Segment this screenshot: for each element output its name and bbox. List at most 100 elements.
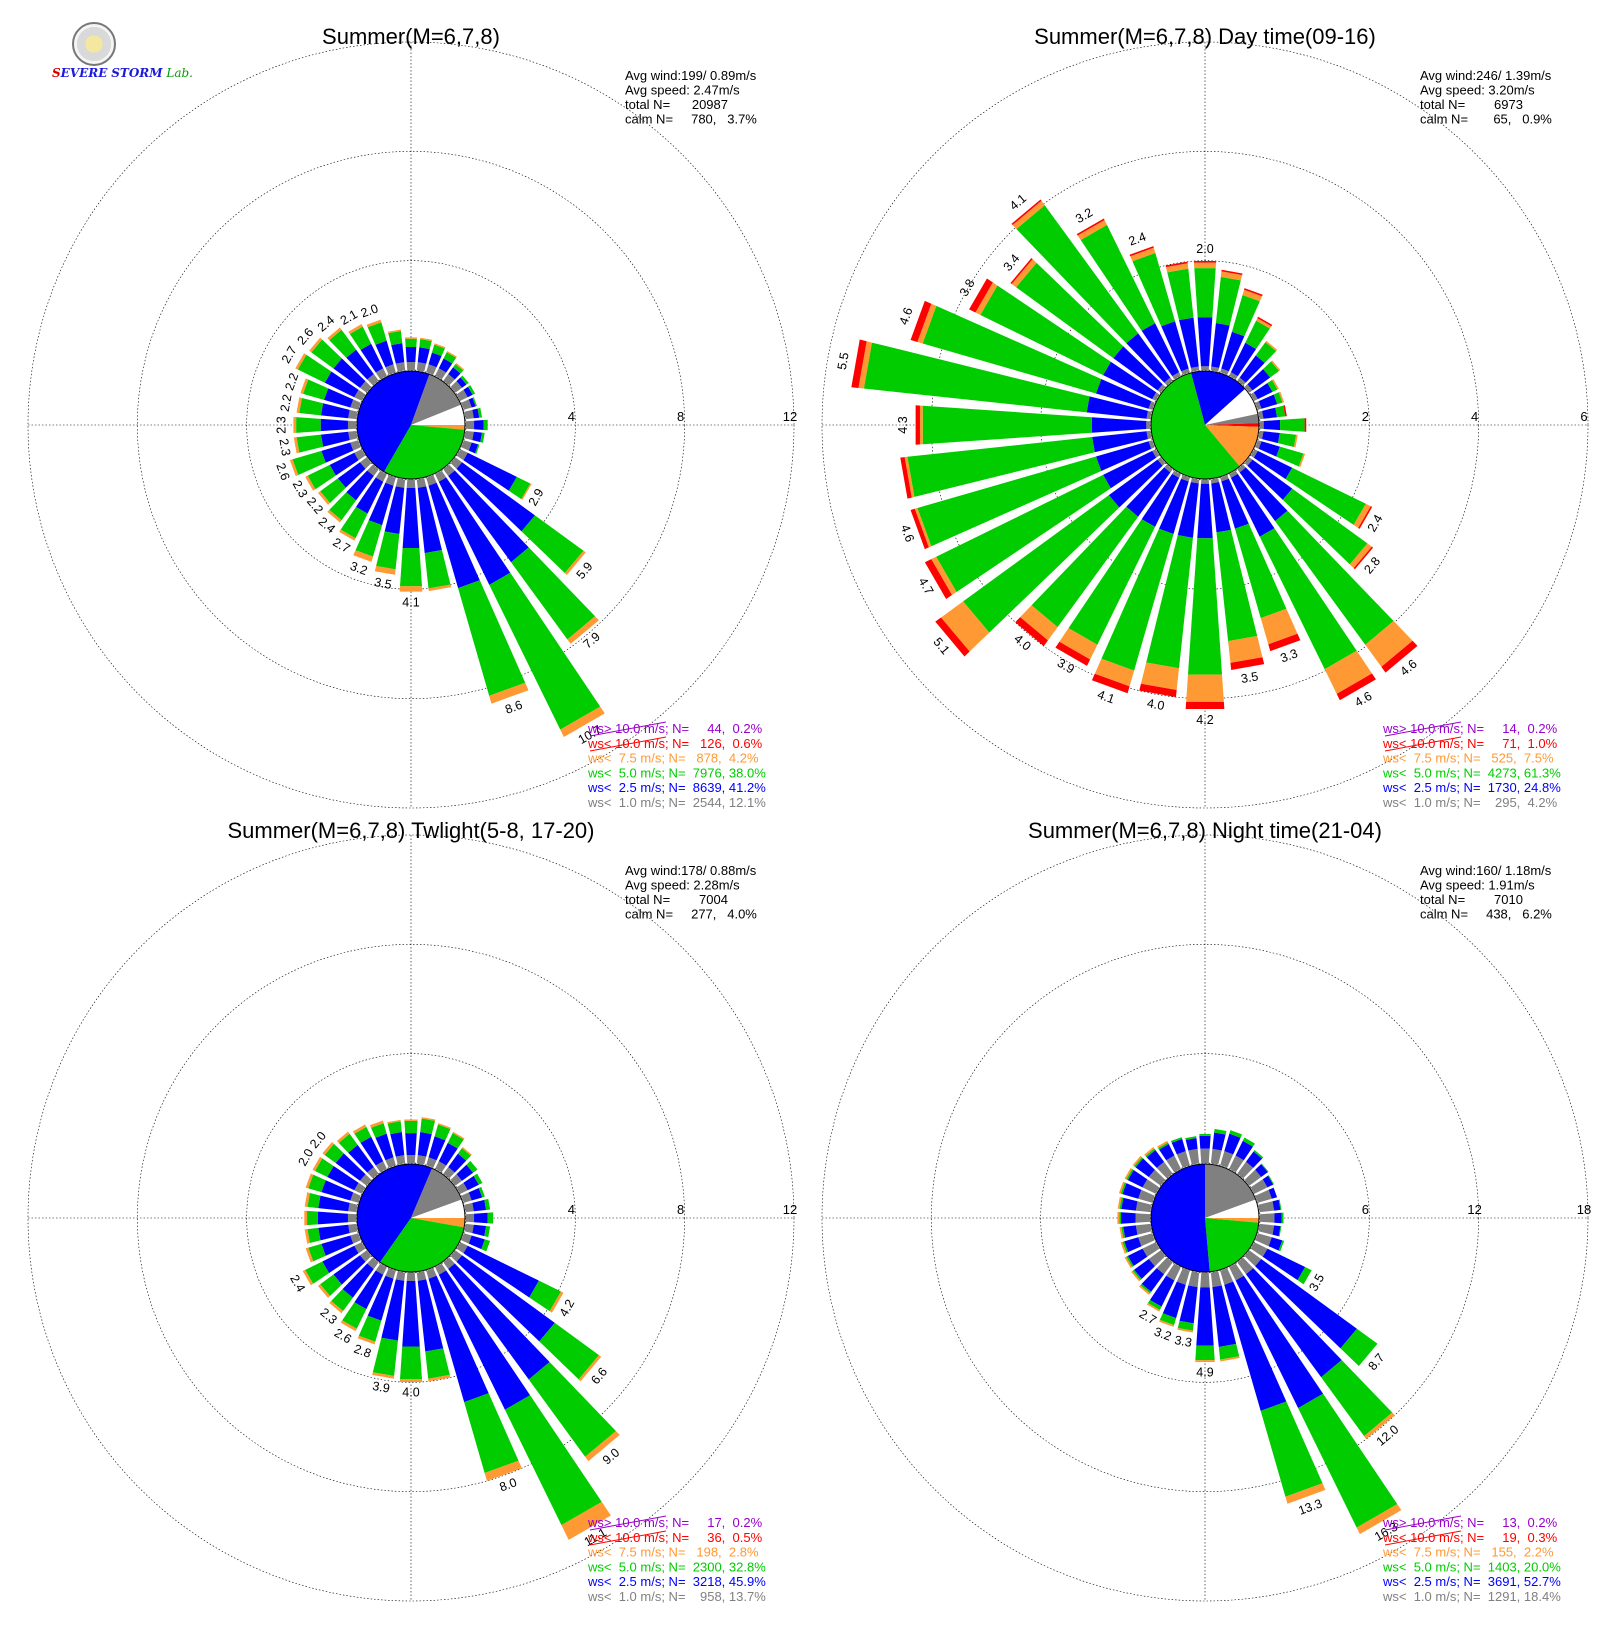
sector-bar-segment <box>1129 246 1154 257</box>
sector-bar-segment <box>1020 605 1058 641</box>
sector-total-label: 2.7 <box>279 344 300 366</box>
sector-bar-segment <box>1200 1148 1210 1164</box>
calm-pie-outline <box>356 1163 466 1273</box>
sector-bar <box>304 1223 358 1244</box>
legend-entry: ws< 10.0 m/s; N= 19, 0.3% <box>1382 1530 1558 1545</box>
sector-bar-segment <box>292 450 326 475</box>
sector-bar-segment <box>1170 1137 1183 1143</box>
sector-bar-segment <box>1274 1212 1282 1224</box>
sector-bar-segment <box>308 1243 326 1262</box>
sector-bar <box>404 1119 418 1164</box>
sector-bar-segment <box>1258 1223 1275 1235</box>
sector-bar-segment <box>1247 369 1271 391</box>
legend-entry: ws< 1.0 m/s; N= 958, 13.7% <box>587 1589 766 1604</box>
sector-bar-segment <box>1121 1226 1126 1239</box>
wind-rose-panel-3: 4 8 124.26.69.011.18.04.03.92.82.62.32.42.… <box>27 818 797 1604</box>
sector-bar <box>309 337 372 393</box>
sector-bar-segment <box>1146 410 1152 420</box>
sector-bar-segment <box>1141 323 1180 377</box>
sector-bar <box>1259 418 1307 432</box>
stats-line: total N= 7004 <box>625 892 728 907</box>
sector-bar-segment <box>464 409 474 420</box>
stats-line: Avg wind:246/ 1.39m/s <box>1420 68 1552 83</box>
sector-bar-segment <box>367 1257 379 1270</box>
sector-bar-segment <box>438 1123 451 1129</box>
sector-bar-segment <box>472 397 477 407</box>
sector-bar-segment <box>304 1229 310 1244</box>
sector-bar-segment <box>1055 641 1091 666</box>
sector-total-label: 3.5 <box>1306 1271 1327 1293</box>
sector-bar-segment <box>428 1374 451 1382</box>
sector-bar-segment <box>1272 1199 1281 1211</box>
sector-bar-segment <box>924 559 952 599</box>
sector-bar <box>1120 1233 1155 1254</box>
sector-bar <box>357 1268 396 1345</box>
sector-total-label: 2.0 <box>359 301 380 320</box>
sector-bar-segment <box>1275 405 1286 418</box>
sector-bar-segment <box>1166 1263 1181 1281</box>
sector-bar <box>1119 1223 1152 1239</box>
sector-bar-segment <box>387 1119 401 1124</box>
sector-bar-segment <box>561 1501 611 1540</box>
sector-bar-segment <box>1124 1256 1133 1268</box>
sector-total-label: 4.6 <box>1352 689 1374 710</box>
sector-total-label: 2.4 <box>1127 229 1148 248</box>
sector-bar-segment <box>367 373 379 386</box>
sector-bar-segment <box>1278 391 1285 403</box>
calm-pie-slice <box>357 1164 433 1263</box>
sector-total-label: 2.1 <box>338 307 360 328</box>
sector-bar-segment <box>406 1272 416 1282</box>
sector-bar <box>329 1257 379 1314</box>
sector-bar-segment <box>1340 1328 1378 1367</box>
sector-bar-segment <box>1086 396 1148 419</box>
sector-bar-segment <box>448 367 461 380</box>
sector-bar-segment <box>560 706 605 738</box>
sector-bar-segment <box>375 1263 387 1275</box>
grid-ring <box>931 151 1479 699</box>
sector-bar-segment <box>307 1210 318 1226</box>
sector-bar-segment <box>443 352 457 364</box>
sector-bar-segment <box>1117 1212 1120 1224</box>
sector-total-label: 3.2 <box>1152 1325 1173 1344</box>
sector-bar <box>416 337 433 372</box>
sector-total-label: 3.5 <box>373 575 393 592</box>
sector-bar-segment <box>367 322 387 345</box>
stats-line: Avg wind:178/ 0.88m/s <box>625 863 757 878</box>
sector-bar-segment <box>1094 658 1135 687</box>
sector-bar <box>416 1271 451 1382</box>
sector-bar-segment <box>1148 1169 1166 1186</box>
sector-bar-segment <box>1146 421 1151 429</box>
sector-bar-segment <box>914 508 932 548</box>
sector-bar <box>405 337 417 371</box>
sector-bar-segment <box>464 1223 474 1234</box>
sector-bar-segment <box>405 1133 417 1155</box>
sector-total-label: 2.9 <box>526 486 547 508</box>
sector-bar-segment <box>450 381 463 393</box>
sector-bar-segment <box>1231 294 1260 337</box>
sector-bar-segment <box>438 358 453 373</box>
sector-bar <box>435 1131 465 1173</box>
sector-total-label: 8.0 <box>498 1475 519 1494</box>
sector-bar-segment <box>1161 321 1189 372</box>
sector-bar-segment <box>1276 446 1304 467</box>
sector-bar-segment <box>426 1268 437 1279</box>
sector-bar-segment <box>333 1255 366 1285</box>
sector-bar-segment <box>1273 392 1283 405</box>
sector-bar-segment <box>1122 1241 1129 1253</box>
sector-bar-segment <box>1138 1189 1155 1203</box>
calm-pie-slice <box>1150 1163 1210 1272</box>
sector-bar <box>353 475 396 562</box>
sector-bar-segment <box>348 324 363 334</box>
sector-bar-segment <box>428 1136 446 1161</box>
sector-bar <box>1220 475 1301 652</box>
chart-title: Summer(M=6,7,8) Twlight(5-8, 17-20) <box>227 818 594 843</box>
sector-bar-segment <box>1016 262 1124 359</box>
sector-bar-segment <box>1258 410 1264 420</box>
sector-bar-segment <box>1138 1233 1155 1247</box>
sector-bar <box>1250 449 1373 529</box>
sector-bar-segment <box>1124 1237 1142 1253</box>
sector-bar-segment <box>320 431 350 447</box>
sector-bar-segment <box>1152 392 1160 401</box>
sector-bar-segment <box>1140 1283 1152 1294</box>
sector-bar-segment <box>474 420 484 430</box>
